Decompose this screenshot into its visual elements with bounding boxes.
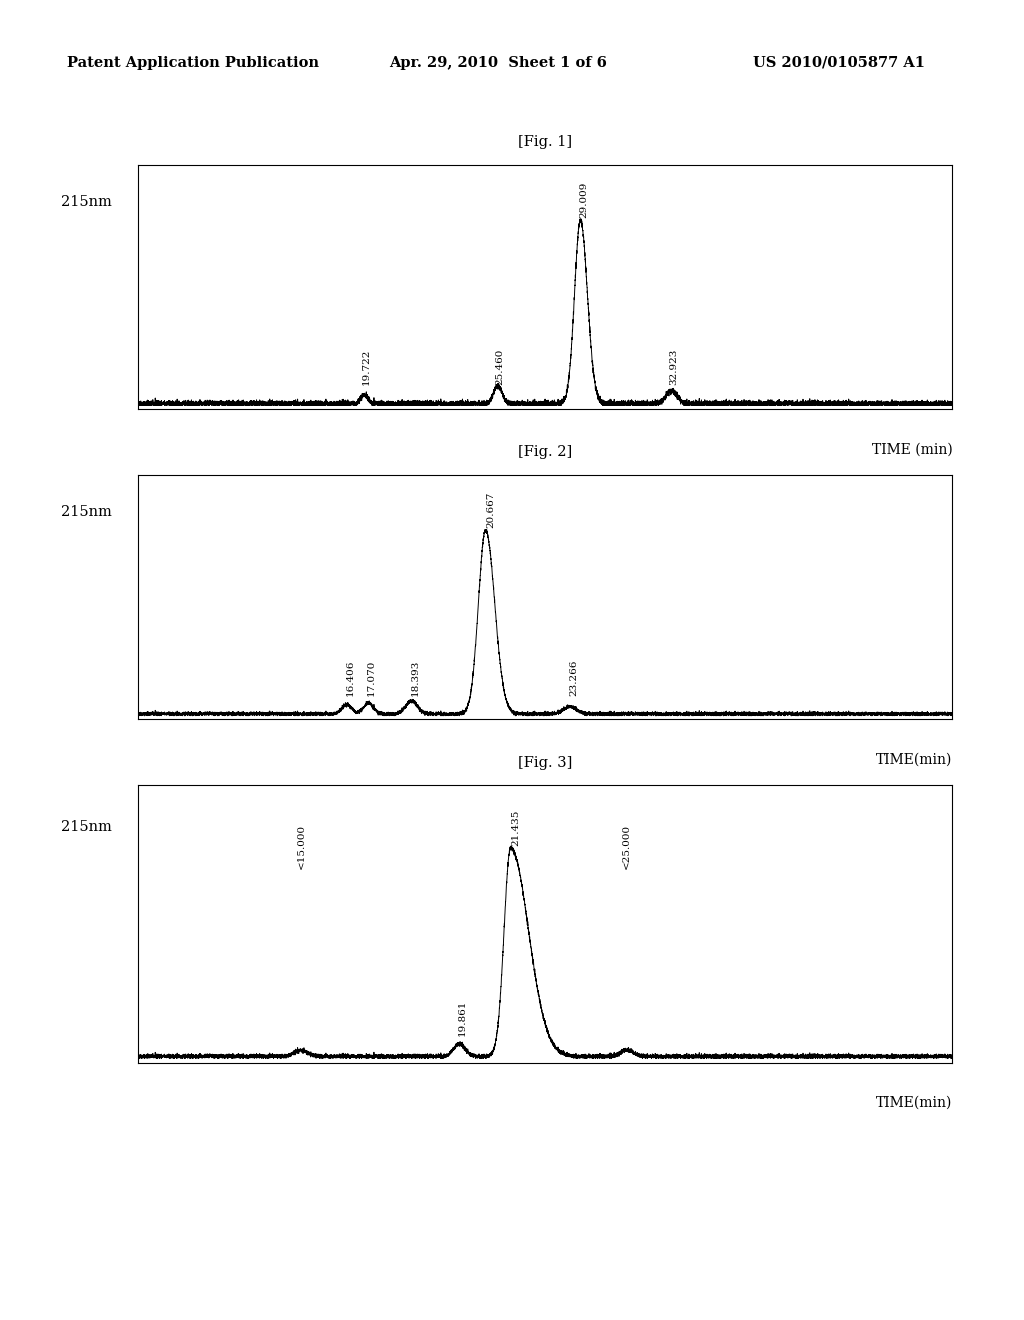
Text: 215nm: 215nm — [61, 194, 113, 209]
Text: [Fig. 2]: [Fig. 2] — [518, 445, 572, 459]
Text: Apr. 29, 2010  Sheet 1 of 6: Apr. 29, 2010 Sheet 1 of 6 — [389, 55, 607, 70]
Text: 17.070: 17.070 — [368, 659, 376, 696]
Text: 29.009: 29.009 — [580, 182, 589, 218]
Text: 32.923: 32.923 — [670, 348, 678, 385]
Text: US 2010/0105877 A1: US 2010/0105877 A1 — [753, 55, 925, 70]
Text: 19.722: 19.722 — [362, 348, 371, 385]
Text: TIME (min): TIME (min) — [871, 442, 952, 457]
Text: 25.460: 25.460 — [496, 348, 505, 385]
Text: TIME(min): TIME(min) — [876, 1096, 952, 1110]
Text: 215nm: 215nm — [61, 820, 113, 834]
Text: 23.266: 23.266 — [569, 659, 578, 696]
Text: 20.667: 20.667 — [486, 492, 495, 528]
Text: 19.861: 19.861 — [458, 999, 467, 1035]
Text: <15.000: <15.000 — [297, 824, 305, 869]
Text: Patent Application Publication: Patent Application Publication — [67, 55, 318, 70]
Text: 21.435: 21.435 — [511, 809, 520, 846]
Text: [Fig. 1]: [Fig. 1] — [518, 135, 572, 149]
Text: 215nm: 215nm — [61, 504, 113, 519]
Text: TIME(min): TIME(min) — [876, 752, 952, 767]
Text: 18.393: 18.393 — [411, 659, 419, 696]
Text: [Fig. 3]: [Fig. 3] — [518, 755, 572, 770]
Text: 16.406: 16.406 — [345, 659, 354, 696]
Text: <25.000: <25.000 — [623, 824, 631, 869]
